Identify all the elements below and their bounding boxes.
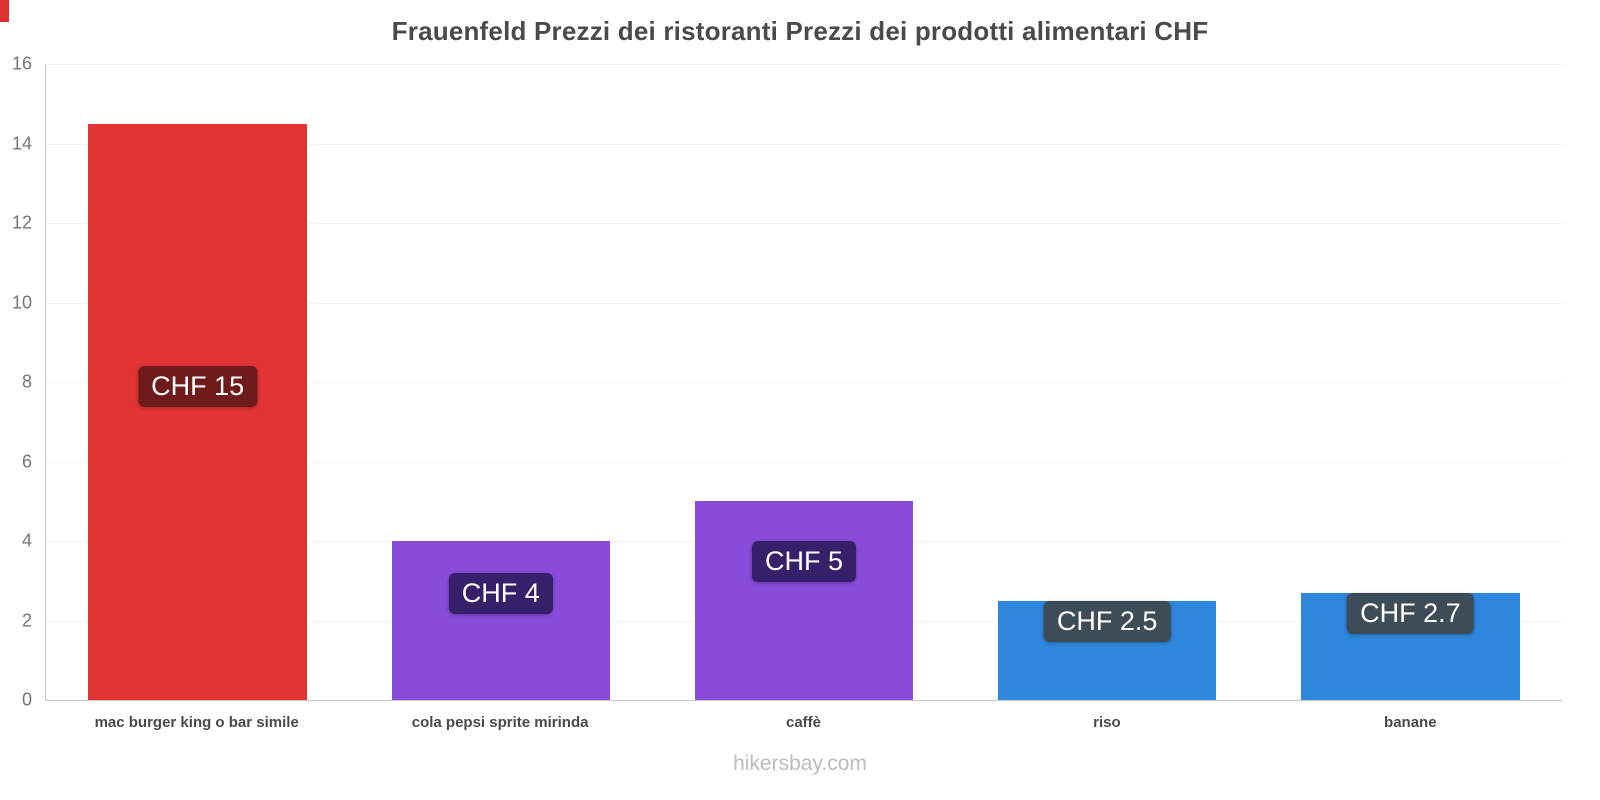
gridline [46,223,1562,224]
x-axis-label: mac burger king o bar simile [94,714,299,731]
gridline [46,302,1562,304]
bar-value-label: CHF 5 [751,541,857,582]
y-axis-tick-label: 6 [21,451,32,471]
y-axis: 0 2 4 6 8 10 12 14 16 [0,54,38,710]
x-axis-label: caffè [785,714,822,731]
y-axis-tick-label: 8 [21,371,32,392]
y-axis-tick-label: 16 [11,53,32,74]
bar-value-label: CHF 4 [448,572,553,614]
bar-value-label: CHF 15 [138,365,258,407]
x-axis-label: riso [1093,714,1121,731]
gridline [46,143,1562,145]
y-axis-tick-label: 4 [21,530,32,551]
y-axis-tick-label: 12 [11,212,32,233]
y-axis-tick-label: 14 [11,133,32,153]
plot-area: CHF 15 CHF 4 CHF 5 CHF 2.5 CHF 2.7 [45,64,1562,701]
y-axis-tick-label: 2 [21,610,32,630]
gridline [46,461,1562,463]
y-axis-tick-label: 0 [21,689,32,710]
bar-3 [694,501,914,700]
bar-1 [88,123,307,700]
page-corner-artifact [0,0,9,22]
gridline [46,382,1562,383]
x-axis-label: cola pepsi sprite mirinda [411,714,589,731]
bar-value-label: CHF 2.5 [1043,600,1171,642]
x-axis: mac burger king o bar simile cola pepsi s… [45,714,1562,740]
gridline [46,64,1562,65]
chart-title: Frauenfeld Prezzi dei ristoranti Prezzi … [391,16,1209,46]
bar-value-label: CHF 2.7 [1347,592,1474,634]
watermark-text: hikersbay.com [733,752,867,775]
y-axis-tick-label: 10 [11,292,32,312]
bar-2 [391,541,610,700]
x-axis-label: banane [1384,714,1437,731]
